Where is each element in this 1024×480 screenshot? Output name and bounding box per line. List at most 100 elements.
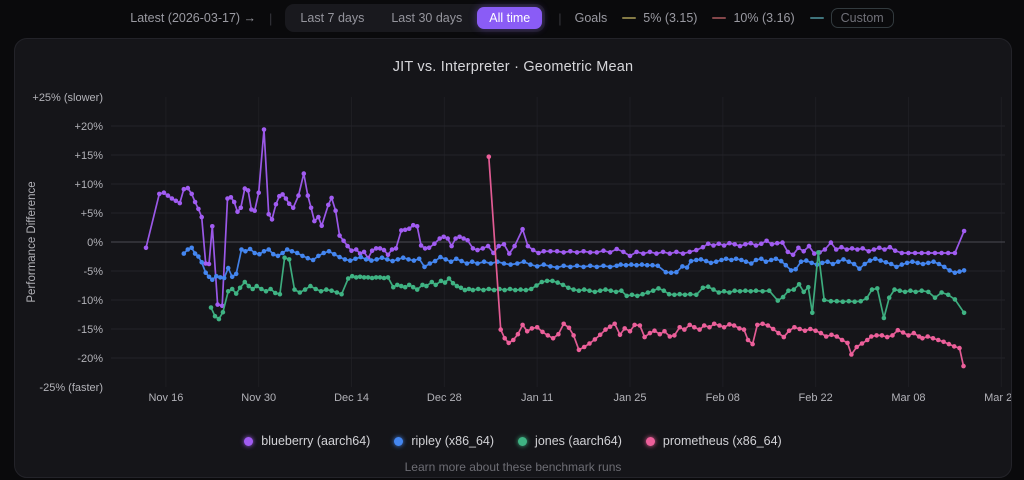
- data-point: [632, 323, 637, 328]
- data-point: [437, 236, 442, 241]
- data-point: [622, 326, 627, 331]
- data-point: [711, 287, 716, 292]
- data-point: [463, 288, 468, 293]
- data-point: [513, 288, 518, 293]
- data-point: [369, 258, 374, 263]
- y-tick-label: +15%: [75, 150, 104, 162]
- latest-run-link[interactable]: Latest (2026-03-17) →: [130, 11, 256, 25]
- legend-item-prometheus-x86-64[interactable]: prometheus (x86_64): [646, 434, 782, 448]
- data-point: [870, 287, 875, 292]
- data-point: [441, 235, 446, 240]
- data-point: [353, 257, 358, 262]
- data-point: [953, 251, 958, 256]
- data-point: [575, 250, 580, 255]
- data-point: [214, 274, 219, 279]
- series-line: [146, 130, 964, 306]
- data-point: [882, 247, 887, 252]
- data-point: [386, 275, 391, 280]
- data-point: [248, 247, 253, 252]
- data-point: [453, 236, 458, 241]
- data-point: [792, 325, 797, 330]
- data-point: [215, 302, 220, 307]
- data-point: [913, 251, 918, 256]
- goal-item-5-3-15[interactable]: 5% (3.15): [622, 11, 697, 25]
- data-point: [781, 295, 786, 300]
- data-point: [512, 244, 517, 249]
- data-point: [669, 270, 674, 275]
- data-point: [430, 280, 435, 285]
- data-point: [354, 247, 359, 252]
- legend-item-jones-aarch64[interactable]: jones (aarch64): [518, 434, 622, 448]
- legend-item-ripley-x86-64[interactable]: ripley (x86_64): [394, 434, 494, 448]
- data-point: [343, 257, 348, 262]
- range-button-last-7-days[interactable]: Last 7 days: [288, 7, 376, 29]
- y-tick-label: 0%: [87, 237, 103, 249]
- data-point: [656, 264, 661, 269]
- data-point: [885, 335, 890, 340]
- data-point: [903, 290, 908, 295]
- data-point: [614, 290, 619, 295]
- data-point: [915, 261, 920, 266]
- learn-more-link[interactable]: Learn more about these benchmark runs: [15, 460, 1011, 474]
- data-point: [282, 255, 287, 260]
- x-tick-label: Jan 25: [613, 392, 646, 404]
- range-button-last-30-days[interactable]: Last 30 days: [379, 7, 474, 29]
- data-point: [697, 327, 702, 332]
- data-point: [327, 249, 332, 254]
- data-point: [634, 263, 639, 268]
- data-point: [630, 293, 635, 298]
- data-point: [174, 199, 179, 204]
- data-point: [651, 288, 656, 293]
- data-point: [847, 259, 852, 264]
- data-point: [577, 348, 582, 353]
- data-point: [411, 285, 416, 290]
- data-point: [732, 323, 737, 328]
- legend-item-blueberry-aarch64[interactable]: blueberry (aarch64): [244, 434, 370, 448]
- data-point: [259, 287, 264, 292]
- goal-item-custom[interactable]: Custom: [810, 8, 894, 28]
- data-point: [809, 261, 814, 266]
- data-point: [845, 341, 850, 346]
- data-point: [465, 238, 470, 243]
- data-point: [528, 262, 533, 267]
- data-point: [566, 286, 571, 291]
- data-point: [755, 323, 760, 328]
- goals-legend: Goals 5% (3.15)10% (3.16)Custom: [575, 8, 894, 28]
- data-point: [230, 275, 235, 280]
- data-point: [825, 259, 830, 264]
- goal-item-10-3-16[interactable]: 10% (3.16): [712, 11, 794, 25]
- data-point: [546, 333, 551, 338]
- data-point: [770, 242, 775, 247]
- data-point: [946, 251, 951, 256]
- data-point: [571, 333, 576, 338]
- data-point: [508, 287, 513, 292]
- data-point: [797, 282, 802, 287]
- data-point: [443, 257, 448, 262]
- data-point: [722, 243, 727, 248]
- goal-line-swatch: [712, 17, 726, 19]
- data-point: [608, 250, 613, 255]
- data-point: [467, 287, 472, 292]
- range-button-all-time[interactable]: All time: [477, 7, 542, 29]
- series-legend: blueberry (aarch64) ripley (x86_64) jones …: [15, 434, 1011, 448]
- data-point: [739, 258, 744, 263]
- data-point: [295, 251, 300, 256]
- data-point: [835, 334, 840, 339]
- data-point: [303, 287, 308, 292]
- data-point: [390, 247, 395, 252]
- data-point: [629, 262, 634, 267]
- data-point: [329, 196, 334, 201]
- data-point: [685, 265, 690, 270]
- data-point: [900, 251, 905, 256]
- data-point: [775, 241, 780, 246]
- data-point: [812, 251, 817, 256]
- data-point: [603, 327, 608, 332]
- data-point: [648, 250, 653, 255]
- data-point: [719, 258, 724, 263]
- x-tick-label: Mar 08: [891, 392, 925, 404]
- data-point: [687, 323, 692, 328]
- data-point: [689, 259, 694, 264]
- data-point: [780, 240, 785, 245]
- data-point: [931, 336, 936, 341]
- data-point: [722, 289, 727, 294]
